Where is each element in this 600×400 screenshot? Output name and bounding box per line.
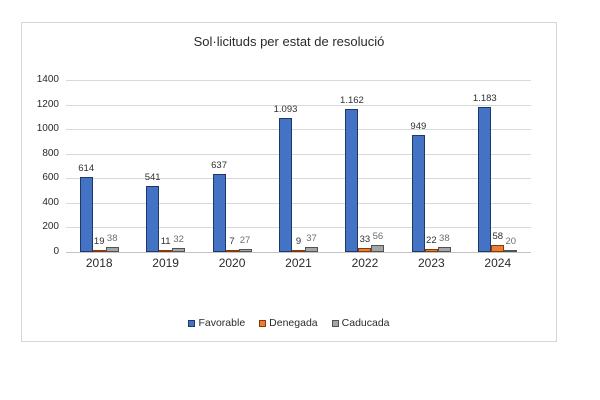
x-axis-line — [66, 252, 531, 253]
legend-swatch-favorable-icon — [188, 319, 196, 327]
bar-denegada-2022 — [358, 248, 372, 252]
bar-denegada-2019 — [159, 250, 173, 252]
data-label-caducada-2020: 27 — [239, 235, 251, 246]
data-label-favorable-2023: 949 — [410, 121, 427, 132]
bar-favorable-2021 — [279, 118, 292, 252]
data-label-caducada-2023: 38 — [439, 233, 450, 244]
bar-favorable-2022 — [345, 109, 359, 252]
legend-swatch-denegada-icon — [259, 319, 267, 327]
bar-caducada-2018 — [105, 247, 119, 252]
data-label-denegada-2019: 11 — [160, 236, 171, 247]
legend-label-favorable: Favorable — [198, 317, 246, 329]
x-axis-tick-label-2024: 2024 — [484, 256, 512, 270]
legend-swatch-caducada-icon — [331, 319, 339, 327]
bar-caducada-2020 — [238, 249, 252, 252]
legend-item-denegada: Denegada — [259, 317, 318, 329]
bar-favorable-2023 — [411, 135, 425, 252]
data-label-denegada-2020: 7 — [229, 236, 235, 247]
x-axis-tick-label-2022: 2022 — [351, 256, 379, 270]
y-axis-tick-label: 1000 — [36, 123, 59, 135]
bar-denegada-2024 — [491, 245, 505, 252]
data-label-caducada-2019: 32 — [173, 234, 184, 245]
bar-caducada-2022 — [371, 245, 385, 252]
bar-denegada-2018 — [92, 250, 106, 252]
gridline-1000 — [66, 129, 531, 131]
x-axis-tick-label-2020: 2020 — [218, 256, 246, 270]
gridline-400 — [66, 202, 531, 204]
data-label-favorable-2024: 1.183 — [472, 93, 497, 104]
data-label-caducada-2021: 37 — [306, 233, 317, 244]
data-label-caducada-2022: 56 — [372, 231, 384, 242]
y-axis-tick-label: 200 — [42, 221, 59, 233]
y-axis-tick-label: 600 — [42, 172, 59, 184]
legend-label-denegada: Denegada — [269, 317, 318, 329]
bar-favorable-2019 — [146, 186, 160, 252]
x-axis-tick-label-2021: 2021 — [285, 256, 312, 270]
data-label-denegada-2024: 58 — [492, 231, 504, 242]
y-axis-tick-label: 1400 — [36, 74, 59, 85]
y-axis-tick-label: 800 — [42, 147, 59, 159]
y-axis-tick-label: 1200 — [36, 98, 59, 110]
legend-item-caducada: Caducada — [331, 317, 390, 329]
bar-denegada-2020 — [225, 250, 239, 252]
data-label-favorable-2020: 637 — [211, 160, 227, 171]
chart-container: Sol·licituds per estat de resolució 0 200… — [21, 22, 557, 342]
data-label-favorable-2022: 1.162 — [340, 95, 364, 106]
bar-caducada-2023 — [437, 247, 451, 252]
bar-denegada-2023 — [424, 249, 438, 252]
y-axis-tick-label: 0 — [53, 246, 59, 257]
data-label-denegada-2021: 9 — [295, 236, 302, 247]
bar-favorable-2024 — [478, 107, 492, 252]
plot-area: 0 200 400 600 800 1000 1200 1400 614 19 38 2018 541 1… — [37, 74, 531, 270]
bar-caducada-2021 — [305, 247, 318, 252]
bar-favorable-2020 — [212, 174, 226, 252]
chart-title: Sol·licituds per estat de resolució — [193, 34, 385, 49]
data-label-favorable-2021: 1.093 — [273, 104, 298, 115]
y-axis-tick-label: 400 — [42, 196, 59, 208]
bar-caducada-2024 — [504, 250, 518, 252]
bar-caducada-2019 — [172, 248, 186, 252]
gridline-1200 — [66, 104, 531, 106]
legend-label-caducada: Caducada — [341, 317, 390, 329]
gridline-1400 — [66, 80, 531, 81]
data-label-favorable-2018: 614 — [78, 163, 95, 174]
gridline-600 — [66, 178, 531, 180]
data-label-denegada-2018: 19 — [93, 236, 105, 247]
data-label-denegada-2023: 22 — [426, 235, 437, 246]
legend-item-favorable: Favorable — [188, 317, 245, 329]
x-axis-tick-label-2023: 2023 — [417, 256, 445, 270]
gridline-200 — [66, 227, 531, 229]
legend: Favorable Denegada Caducada — [22, 317, 556, 329]
x-axis-tick-label-2018: 2018 — [85, 256, 113, 270]
data-label-favorable-2019: 541 — [144, 172, 161, 183]
data-label-caducada-2018: 38 — [106, 233, 118, 244]
bar-denegada-2021 — [292, 250, 305, 252]
x-axis-tick-label-2019: 2019 — [152, 256, 179, 270]
bar-favorable-2018 — [79, 177, 93, 252]
data-label-caducada-2024: 20 — [505, 236, 517, 247]
data-label-denegada-2022: 33 — [359, 234, 371, 245]
gridline-800 — [66, 153, 531, 155]
